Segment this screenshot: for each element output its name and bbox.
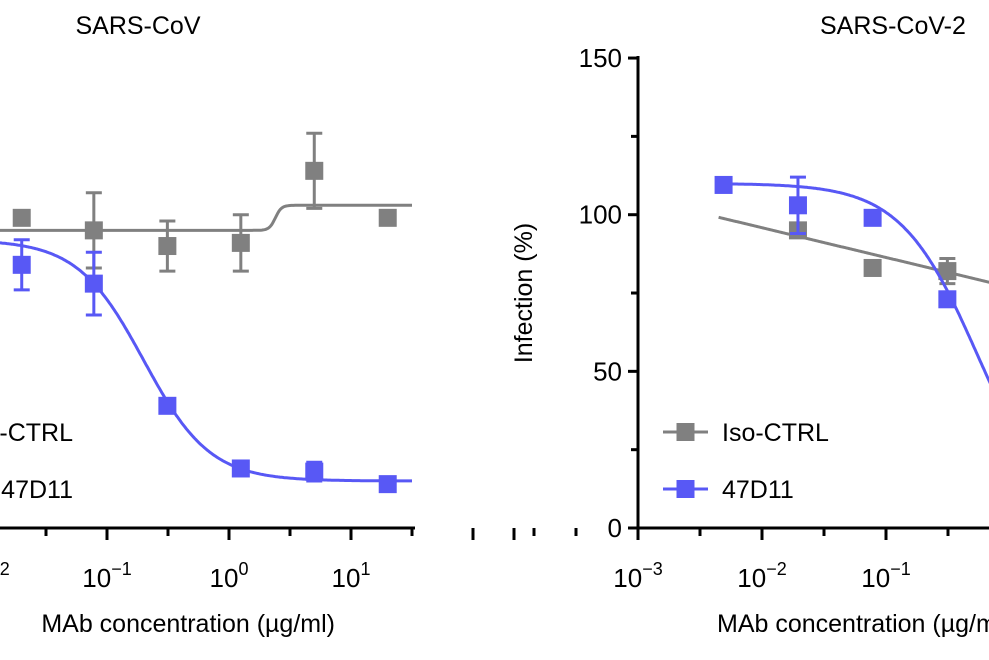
x-tick-label: 10−1 [82,559,131,593]
data-point [158,237,177,256]
x-tick-base: 10 [861,563,890,593]
data-point [84,221,103,240]
x-tick-exponent: −3 [642,559,663,579]
x-tick-exponent: 0 [238,559,248,579]
x-tick-base: 10 [613,563,642,593]
data-point [378,475,397,494]
x-tick-base: 10 [332,563,361,593]
x-tick-exponent: −2 [0,559,10,579]
x-tick-base: 10 [210,563,239,593]
legend-label: Iso-CTRL [722,419,829,447]
data-point [231,233,250,252]
panel-sars-cov: SARS-CoV MAb concentration (µg/ml) 10−21… [0,12,536,638]
panel-sars-cov-2: SARS-CoV-2 MAb concentration (µg/ml) Inf… [510,12,989,638]
x-tick-exponent: 1 [360,559,370,579]
y-tick-label: 0 [608,513,622,543]
x-tick-base: 10 [737,563,766,593]
legend-label: Iso-CTRL [0,419,73,447]
data-point [863,258,882,277]
x-axis-label: MAb concentration (µg/ml) [41,610,335,638]
data-point [305,462,324,481]
x-tick-label: 10−2 [0,559,10,593]
data-point [305,161,324,180]
y-tick-label: 100 [579,200,622,230]
data-point [788,196,807,215]
y-tick-label: 150 [579,43,622,73]
x-tick-exponent: −1 [111,559,132,579]
legend-label: 47D11 [1,476,73,504]
legend-label: 47D11 [722,476,794,504]
data-point [84,274,103,293]
fit-curve-iso-ctrl [718,215,989,284]
fit-curve-47d11 [0,241,412,483]
y-tick-label: 50 [593,356,622,386]
data-point [12,208,31,227]
x-tick-label: 101 [332,559,371,593]
x-tick-label: 10−1 [861,559,910,593]
x-tick-base: 10 [82,563,111,593]
y-axis-label: Infection (%) [510,223,538,363]
x-tick-exponent: −1 [890,559,911,579]
data-point [714,175,733,194]
data-point [938,262,957,281]
x-tick-label: 10−2 [737,559,786,593]
x-axis-label: MAb concentration (µg/ml) [717,610,989,638]
x-tick-label: 100 [210,559,249,593]
panel-title: SARS-CoV-2 [820,12,966,40]
data-point [12,255,31,274]
fit-curve-47d11 [718,182,989,385]
x-tick-exponent: −2 [766,559,787,579]
data-point [863,208,882,227]
data-point [231,459,250,478]
fit-curve-iso-ctrl [0,203,412,232]
legend-marker [676,423,695,441]
panel-title: SARS-CoV [75,12,200,40]
data-point [378,208,397,227]
legend-marker [676,480,695,498]
data-point [158,396,177,415]
data-point [938,290,957,309]
x-tick-label: 10−3 [613,559,662,593]
